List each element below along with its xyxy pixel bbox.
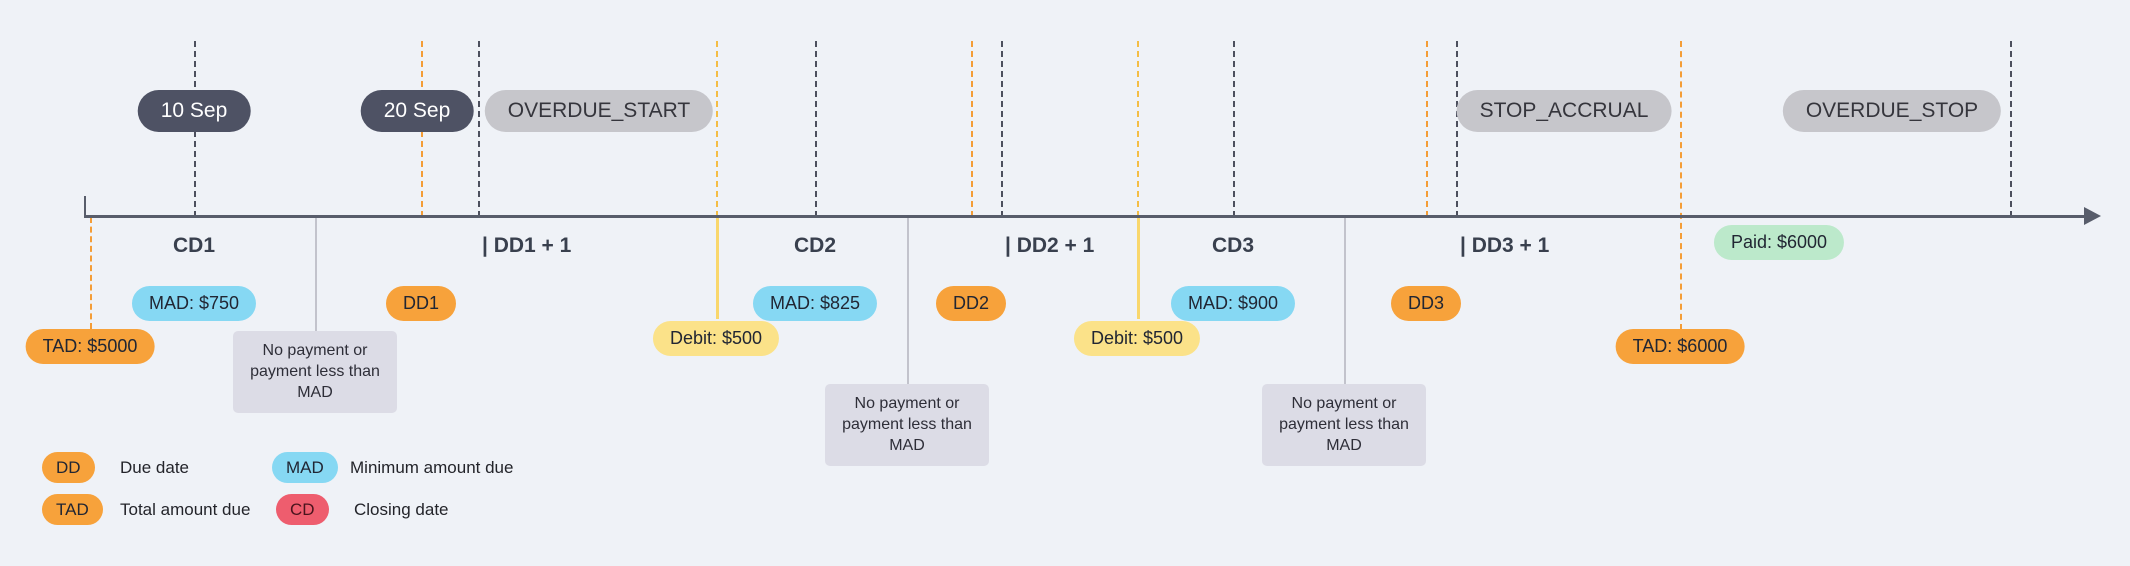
cd2-marker-line <box>815 41 817 217</box>
debit1-connector <box>716 217 719 319</box>
dd-badge: DD <box>42 452 95 483</box>
tad-final-marker-line <box>1680 41 1682 330</box>
dd3-marker-line <box>1426 41 1428 217</box>
debit1-pill: Debit: $500 <box>652 321 780 356</box>
debit2-connector <box>1137 217 1140 319</box>
mad1-pill: MAD: $750 <box>131 286 257 321</box>
note3-connector <box>1344 217 1346 384</box>
dd3-pill: DD3 <box>1390 286 1462 321</box>
cd3-label: CD3 <box>1211 234 1255 257</box>
cd3-marker-line <box>1233 41 1235 217</box>
paid-pill: Paid: $6000 <box>1713 225 1845 260</box>
legend-item-cd: CD Closing date <box>276 494 449 525</box>
cd-badge: CD <box>276 494 329 525</box>
cd2-label: CD2 <box>793 234 837 257</box>
timeline-axis <box>84 215 2087 218</box>
stop-accrual-pill: STOP_ACCRUAL <box>1456 90 1672 132</box>
overdue-stop-pill: OVERDUE_STOP <box>1782 90 2002 132</box>
note-box-1: No payment or payment less than MAD <box>233 331 397 414</box>
dd2plus1-marker-line <box>1001 41 1003 217</box>
dd1plus1-label: | DD1 + 1 <box>482 234 572 257</box>
note2-connector <box>907 217 909 384</box>
tad-badge: TAD <box>42 494 103 525</box>
cd1-label: CD1 <box>172 234 216 257</box>
dd2-marker-line <box>971 41 973 217</box>
debit2-pill: Debit: $500 <box>1073 321 1201 356</box>
tad-initial-pill: TAD: $5000 <box>25 329 155 364</box>
mad3-pill: MAD: $900 <box>1170 286 1296 321</box>
note-box-2: No payment or payment less than MAD <box>825 384 989 467</box>
dd3plus1-marker-line <box>1456 41 1458 217</box>
legend-item-tad: TAD Total amount due <box>42 494 250 525</box>
overdue-start-pill: OVERDUE_START <box>484 90 714 132</box>
dd1plus1-marker-line <box>478 41 480 217</box>
mad-badge: MAD <box>272 452 338 483</box>
debit2-marker-line <box>1137 41 1139 217</box>
dd2-pill: DD2 <box>935 286 1007 321</box>
mad-badge-label: Minimum amount due <box>350 457 514 477</box>
debit1-marker-line <box>716 41 718 217</box>
dd2plus1-label: | DD2 + 1 <box>1005 234 1095 257</box>
legend-item-dd: DD Due date <box>42 452 189 483</box>
timeline-start-tick <box>84 196 86 217</box>
tad-badge-label: Total amount due <box>120 499 251 519</box>
legend-item-mad: MAD Minimum amount due <box>272 452 513 483</box>
mad2-pill: MAD: $825 <box>752 286 878 321</box>
overdue-stop-marker-line <box>2010 41 2012 217</box>
cd-badge-label: Closing date <box>354 499 449 519</box>
tad-initial-connector <box>90 217 92 329</box>
dd-badge-label: Due date <box>120 457 189 477</box>
note-box-3: No payment or payment less than MAD <box>1262 384 1426 467</box>
dd1-pill: DD1 <box>385 286 457 321</box>
date-pill-20sep: 20 Sep <box>360 90 474 132</box>
date-pill-10sep: 10 Sep <box>137 90 251 132</box>
note1-connector <box>315 217 317 331</box>
dd3plus1-label: | DD3 + 1 <box>1460 234 1550 257</box>
tad-final-pill: TAD: $6000 <box>1615 329 1745 364</box>
timeline-arrow-icon <box>2084 207 2101 225</box>
